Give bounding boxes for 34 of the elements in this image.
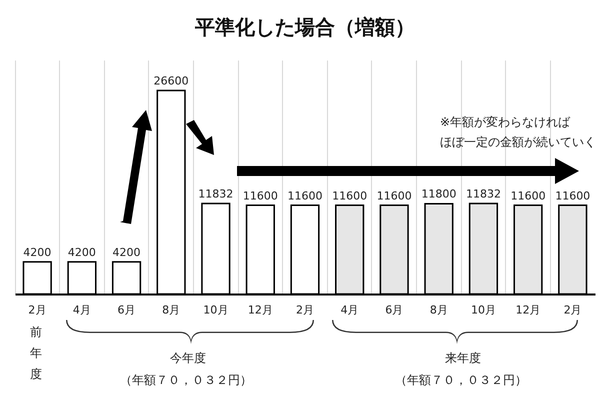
data-label: 4200: [68, 246, 96, 259]
data-label: 11832: [198, 187, 234, 200]
data-label: 11600: [288, 189, 322, 202]
text: 前年度: [30, 324, 43, 383]
x-tick-label: 10月: [470, 304, 496, 316]
data-label: 11800: [421, 188, 456, 201]
text: 今年度: [170, 350, 206, 367]
x-tick-label: 4月: [72, 304, 91, 316]
data-label: 4200: [112, 246, 141, 259]
data-label: 11600: [555, 189, 590, 202]
x-tick-label: 2月: [28, 304, 46, 316]
x-tick-label: 6月: [118, 304, 136, 316]
x-tick-label: 12月: [516, 304, 541, 316]
x-tick-label: 2月: [564, 304, 582, 316]
x-tick-label: 12月: [248, 304, 273, 316]
x-tick-label: 4月: [340, 304, 359, 316]
chart-title: 平準化した場合（増額）: [194, 15, 415, 39]
data-label: 11600: [242, 189, 278, 202]
data-label: 11600: [332, 189, 368, 202]
annotation: ※年額が変わらなければ: [440, 114, 570, 131]
data-label: 11832: [466, 187, 501, 200]
x-tick-label: 8月: [162, 304, 180, 316]
text: 来年度: [445, 350, 481, 367]
data-label: 11600: [510, 189, 546, 202]
data-label: 26600: [154, 74, 189, 88]
x-tick-label: 10月: [203, 304, 228, 316]
data-label: 11600: [376, 189, 412, 202]
x-tick-label: 8月: [430, 304, 448, 316]
x-tick-label: 6月: [385, 304, 404, 316]
x-tick-label: 2月: [296, 304, 314, 316]
text: （年額７０，０３２円）: [120, 372, 252, 389]
data-label: 4200: [23, 246, 52, 259]
annotation: ほぼ一定の金額が続いていく: [440, 134, 596, 151]
text: （年額７０，０３２円）: [395, 372, 527, 389]
